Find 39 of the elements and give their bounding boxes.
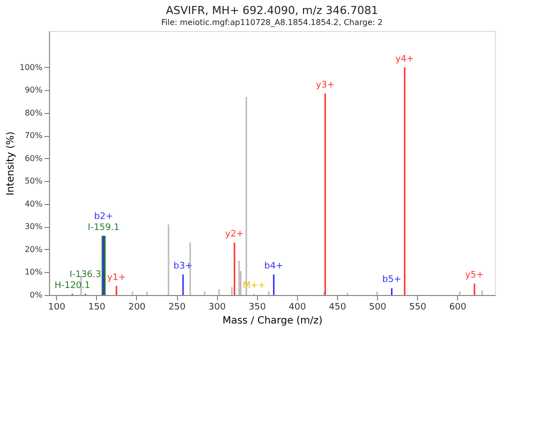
x-tick-label: 250 (168, 302, 186, 312)
data-label: I-159.1 (88, 222, 120, 233)
y-tick-label: 30% (24, 222, 43, 232)
y-tick-label: 100% (20, 62, 43, 72)
data-label: y4+ (395, 54, 414, 64)
data-label: y2+ (225, 230, 244, 240)
y-tick-label: 40% (24, 199, 43, 208)
y-tick-label: 0% (30, 290, 43, 300)
x-tick-label: 450 (328, 302, 346, 312)
x-tick-label: 400 (288, 302, 306, 312)
data-label: y1+ (107, 272, 126, 283)
x-tick-label: 550 (409, 302, 427, 312)
data-label: b2+ (94, 212, 114, 222)
y-tick-label: 90% (24, 86, 43, 95)
data-label: b3+ (174, 262, 193, 272)
y-axis-title: Intensity (%) (6, 131, 17, 196)
y-tick-label: 50% (24, 176, 43, 186)
x-tick-label: 600 (449, 302, 467, 312)
x-tick-label: 150 (88, 302, 106, 312)
x-tick-label: 350 (248, 302, 266, 312)
chart-subtitle: File: meiotic.mgf:ap110728_A8.1854.1854.2, Charge: 2 (161, 18, 383, 27)
data-label: b5+ (382, 275, 402, 286)
data-label: y5+ (465, 270, 484, 281)
x-tick-label: 300 (208, 302, 226, 312)
y-tick-label: 20% (24, 244, 43, 254)
x-tick-label: 100 (48, 302, 66, 312)
x-axis-title: Mass / Charge (m/z) (222, 316, 323, 326)
x-tick-label: 200 (128, 302, 146, 312)
y-tick-label: 70% (24, 131, 43, 140)
x-tick-label: 500 (368, 302, 386, 312)
data-label: M++ (242, 280, 266, 291)
data-label: y3+ (316, 80, 334, 91)
data-label: b4+ (264, 262, 284, 272)
y-tick-label: 10% (24, 268, 43, 277)
y-tick-label: 60% (24, 154, 43, 163)
data-label: H-120.1 (54, 280, 90, 291)
data-label: I-136.3 (70, 270, 102, 280)
chart-title: ASVIFR, MH+ 692.4090, m/z 346.7081 (166, 4, 378, 17)
y-tick-label: 80% (24, 108, 43, 118)
